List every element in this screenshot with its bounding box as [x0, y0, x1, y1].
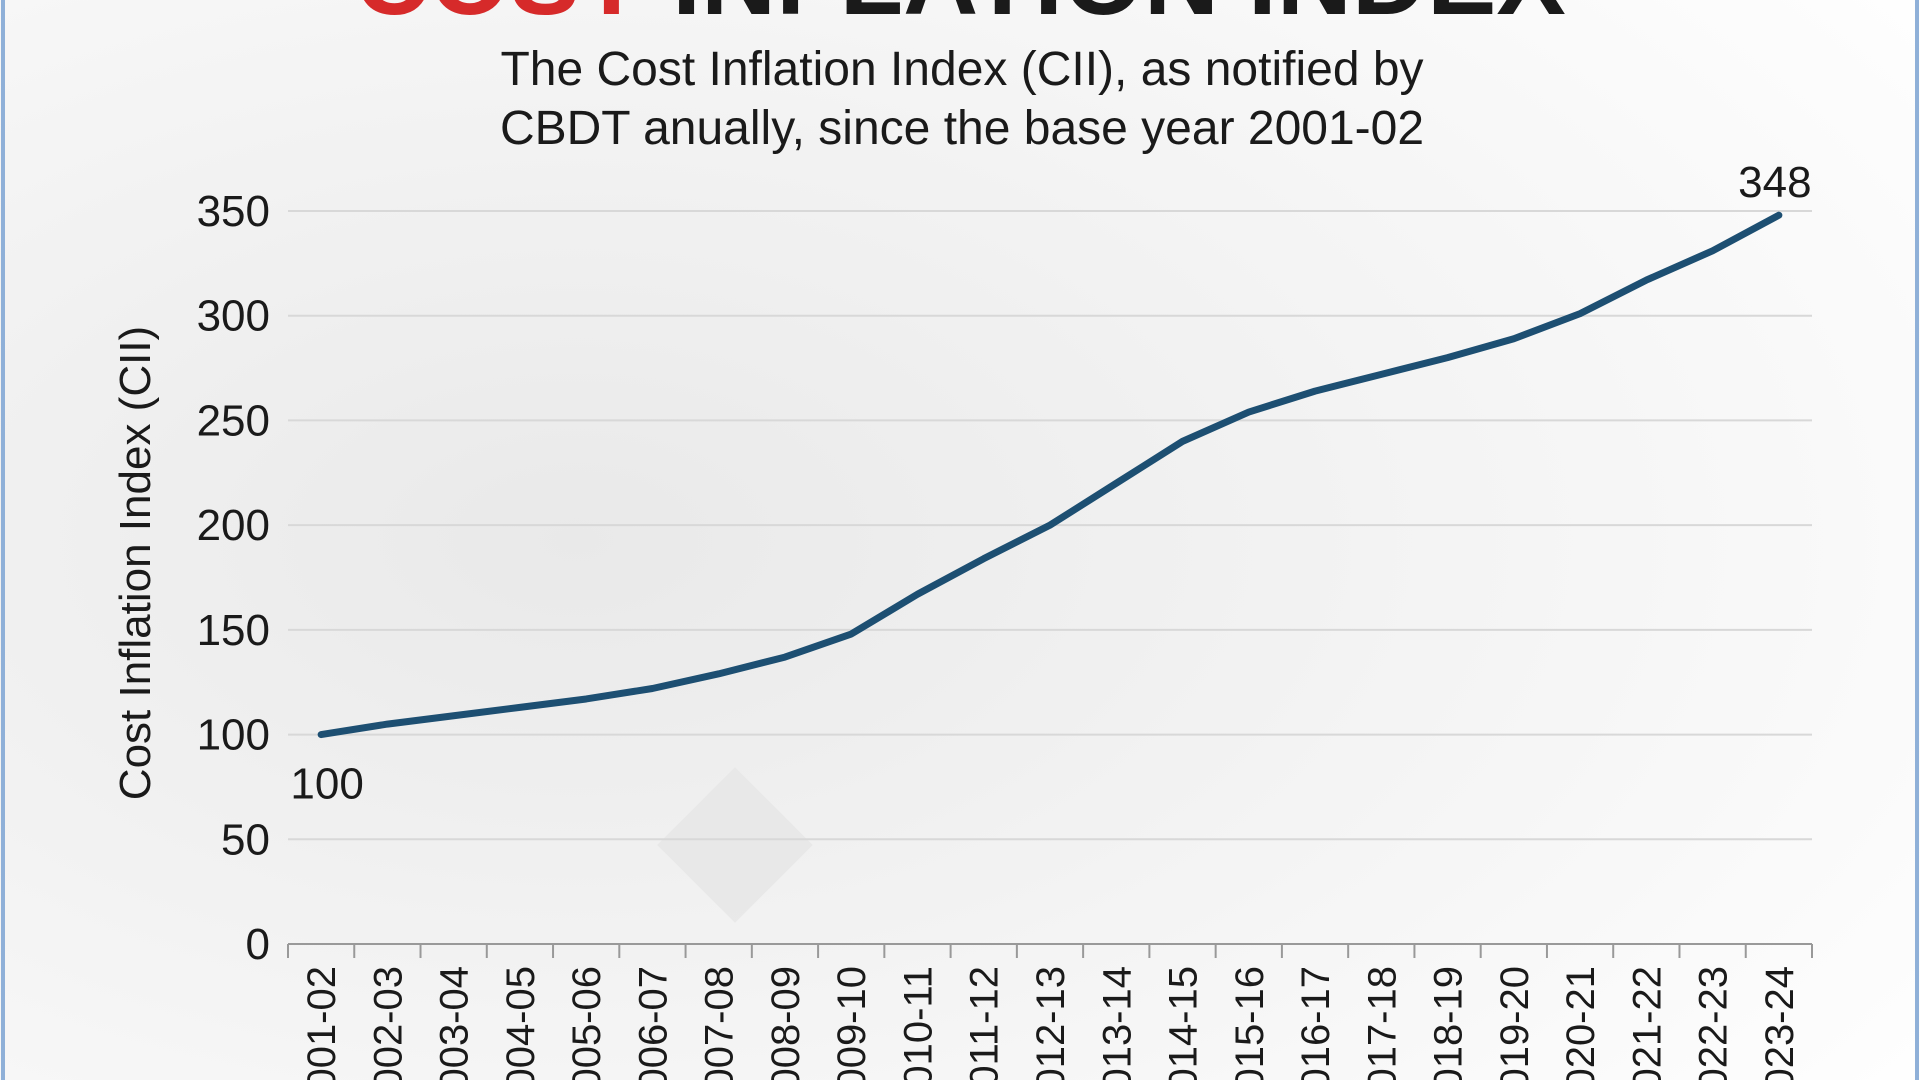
x-tick-label: 2005-06 — [565, 966, 609, 1080]
x-tick-label: 2019-20 — [1493, 966, 1537, 1080]
x-tick-label: 2020-21 — [1559, 966, 1603, 1080]
x-tick-label: 2017-18 — [1360, 966, 1404, 1080]
title-rest: INFLATION INDEX — [672, 0, 1566, 37]
y-tick-label: 150 — [197, 606, 270, 655]
x-tick-label: 2012-13 — [1029, 966, 1073, 1080]
x-tick-label: 2007-08 — [698, 966, 742, 1080]
x-tick-label: 2008-09 — [764, 966, 808, 1080]
y-tick-label: 350 — [197, 187, 270, 236]
line-series — [317, 211, 1783, 739]
x-tick-label: 2003-04 — [433, 966, 477, 1080]
y-tick-label: 200 — [197, 501, 270, 550]
x-tick-label: 2014-15 — [1162, 966, 1206, 1080]
x-tick-label: 2022-23 — [1692, 966, 1736, 1080]
x-tick-label: 2009-10 — [830, 966, 874, 1080]
y-tick-label: 100 — [197, 711, 270, 760]
y-tick-label: 250 — [197, 396, 270, 445]
y-tick-label: 300 — [197, 292, 270, 341]
y-tick-label: 50 — [221, 815, 270, 864]
x-tick-label: 2023-24 — [1758, 966, 1802, 1080]
x-tick-label: 2001-02 — [300, 966, 344, 1080]
data-label: 100 — [290, 760, 363, 809]
title-accent: COST — [354, 0, 643, 37]
x-tick-label: 2006-07 — [631, 966, 675, 1080]
x-tick-label: 2016-17 — [1294, 966, 1338, 1080]
x-tick-label: 2013-14 — [1095, 966, 1139, 1080]
subtitle-line: CBDT anually, since the base year 2001-0… — [500, 102, 1424, 155]
x-tick-label: 2010-11 — [896, 966, 940, 1080]
subtitle-line: The Cost Inflation Index (CII), as notif… — [500, 43, 1423, 96]
x-tick-label: 2018-19 — [1427, 966, 1471, 1080]
x-tick-label: 2004-05 — [499, 966, 543, 1080]
x-tick-label: 2015-16 — [1228, 966, 1272, 1080]
decoration — [657, 767, 813, 923]
x-tick-label: 2002-03 — [366, 966, 410, 1080]
x-tick-label: 2021-22 — [1625, 966, 1669, 1080]
data-label: 348 — [1738, 158, 1811, 207]
y-tick-label: 0 — [246, 920, 270, 969]
y-axis-label: Cost Inflation Index (CII) — [111, 326, 160, 800]
chart-title: COST INFLATION INDEX — [354, 0, 1565, 37]
x-tick-label: 2011-12 — [963, 966, 1007, 1080]
